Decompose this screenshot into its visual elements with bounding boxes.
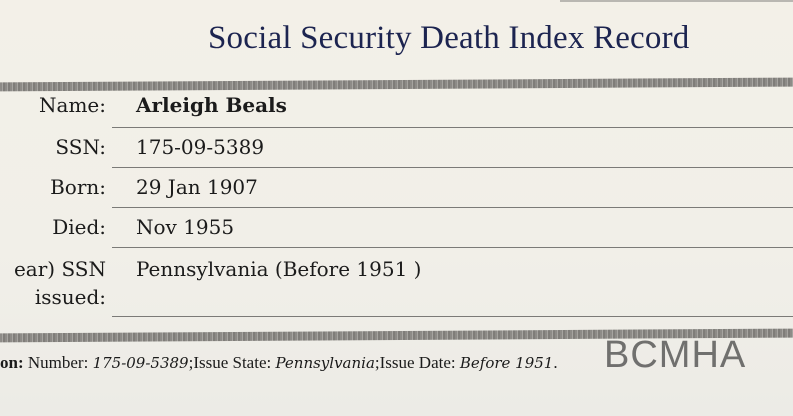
row-rule bbox=[112, 316, 793, 317]
field-label: Name: bbox=[39, 93, 106, 117]
page-title: Social Security Death Index Record bbox=[208, 20, 690, 56]
row-rule bbox=[112, 127, 793, 128]
citation-label: on: bbox=[0, 353, 24, 372]
date-value: Before 1951 bbox=[459, 354, 554, 372]
field-value: Pennsylvania (Before 1951 ) bbox=[136, 257, 422, 281]
state-label: ;Issue State: bbox=[188, 353, 272, 372]
field-value: Nov 1955 bbox=[136, 215, 235, 239]
field-label: Died: bbox=[52, 215, 106, 239]
field-label: Born: bbox=[50, 175, 106, 199]
field-label: SSN: bbox=[55, 135, 106, 159]
field-value: 175-09-5389 bbox=[136, 135, 265, 159]
number-label: Number: bbox=[27, 353, 89, 372]
field-label: ear) SSN bbox=[13, 257, 106, 281]
watermark: BCMHA bbox=[604, 334, 747, 376]
row-rule bbox=[112, 247, 793, 248]
row-rule bbox=[112, 167, 793, 168]
header-divider bbox=[0, 77, 793, 92]
source-citation: on: Number: 175-09-5389;Issue State: Pen… bbox=[0, 353, 558, 373]
field-label-line2: issued: bbox=[34, 285, 106, 309]
row-rule bbox=[112, 207, 793, 208]
field-value: 29 Jan 1907 bbox=[136, 175, 258, 199]
date-label: ;Issue Date: bbox=[374, 353, 456, 372]
field-value: Arleigh Beals bbox=[136, 93, 287, 117]
citation-end: . bbox=[553, 353, 558, 372]
number-value: 175-09-5389 bbox=[92, 354, 189, 372]
top-rule bbox=[560, 0, 793, 2]
state-value: Pennsylvania bbox=[275, 354, 375, 372]
